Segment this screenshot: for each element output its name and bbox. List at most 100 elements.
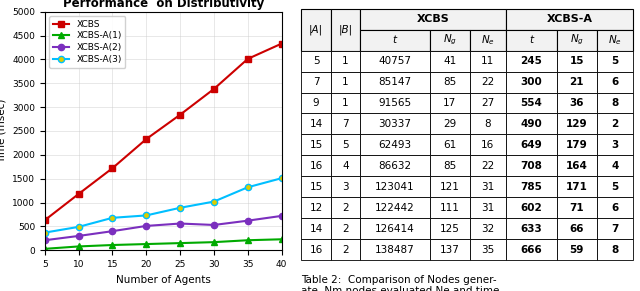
XCBS-A(1) (143, 242, 150, 246)
Bar (331, 155, 360, 176)
Text: 1: 1 (342, 98, 349, 108)
Bar (360, 197, 429, 218)
Text: 22: 22 (481, 161, 494, 171)
Bar (506, 176, 557, 197)
Bar (557, 197, 596, 218)
Bar (470, 218, 506, 239)
Bar (506, 113, 557, 134)
Bar (506, 155, 557, 176)
XCBS-A(1) (278, 237, 285, 241)
Bar (360, 51, 429, 72)
XCBS-A(3) (75, 225, 83, 229)
Text: 138487: 138487 (375, 245, 415, 255)
XCBS-A(2) (41, 239, 49, 242)
Text: 122442: 122442 (375, 203, 415, 213)
Bar (301, 197, 331, 218)
Text: 649: 649 (520, 140, 542, 150)
Text: 129: 129 (566, 119, 588, 129)
Text: 86632: 86632 (378, 161, 412, 171)
Text: 9: 9 (313, 98, 319, 108)
Bar (301, 113, 331, 134)
Bar (557, 113, 596, 134)
XCBS-A(3) (41, 231, 49, 234)
Bar (470, 197, 506, 218)
XCBS-A(3) (278, 176, 285, 180)
Text: 125: 125 (440, 224, 460, 234)
Line: XCBS-A(2): XCBS-A(2) (42, 213, 285, 243)
XCBS-A(2) (75, 234, 83, 238)
Text: 15: 15 (309, 140, 323, 150)
Line: XCBS-A(3): XCBS-A(3) (42, 175, 285, 236)
Bar (360, 72, 429, 93)
Text: $N_g$: $N_g$ (442, 33, 456, 47)
Bar (506, 134, 557, 155)
Text: 2: 2 (342, 224, 349, 234)
Text: 2: 2 (611, 119, 618, 129)
Text: |B|: |B| (339, 24, 353, 35)
Text: $N_g$: $N_g$ (570, 33, 584, 47)
Bar (596, 176, 633, 197)
Bar (506, 218, 557, 239)
Text: 8: 8 (611, 245, 618, 255)
Bar (331, 134, 360, 155)
Text: |A|: |A| (309, 24, 323, 35)
Text: 3: 3 (342, 182, 349, 192)
Bar (301, 9, 331, 51)
Bar (557, 155, 596, 176)
Bar (596, 30, 633, 51)
Bar (331, 72, 360, 93)
Bar (596, 113, 633, 134)
Bar (429, 30, 470, 51)
Bar (360, 218, 429, 239)
Text: t: t (529, 35, 533, 45)
Line: XCBS: XCBS (42, 40, 285, 223)
X-axis label: Number of Agents: Number of Agents (116, 274, 211, 285)
Text: 12: 12 (309, 203, 323, 213)
Bar (470, 51, 506, 72)
Bar (596, 51, 633, 72)
Text: 4: 4 (611, 161, 619, 171)
Text: 32: 32 (481, 224, 494, 234)
Bar (557, 72, 596, 93)
Text: 1: 1 (342, 56, 349, 66)
Text: 137: 137 (440, 245, 460, 255)
Text: 164: 164 (566, 161, 588, 171)
Text: 7: 7 (313, 77, 319, 87)
Text: $N_e$: $N_e$ (608, 33, 622, 47)
Text: 85147: 85147 (378, 77, 412, 87)
Text: 85: 85 (443, 161, 456, 171)
Text: 5: 5 (611, 56, 618, 66)
Bar (360, 30, 429, 51)
Bar (470, 176, 506, 197)
Bar (301, 51, 331, 72)
Bar (301, 176, 331, 197)
Bar (470, 113, 506, 134)
Text: 31: 31 (481, 203, 494, 213)
Bar (596, 218, 633, 239)
Bar (557, 134, 596, 155)
Bar (429, 51, 470, 72)
Text: 3: 3 (611, 140, 618, 150)
Text: 59: 59 (570, 245, 584, 255)
Bar (506, 51, 557, 72)
Bar (429, 134, 470, 155)
XCBS (244, 57, 252, 61)
Bar (506, 197, 557, 218)
Bar (429, 197, 470, 218)
Bar (301, 218, 331, 239)
Bar (596, 72, 633, 93)
Text: 16: 16 (309, 245, 323, 255)
Text: 61: 61 (443, 140, 456, 150)
Bar (331, 9, 360, 51)
XCBS (210, 87, 218, 91)
Text: 2: 2 (342, 245, 349, 255)
Text: XCBS-A: XCBS-A (547, 14, 593, 24)
Bar (557, 218, 596, 239)
Bar (596, 239, 633, 260)
Title: Performance  on Distributivity: Performance on Distributivity (63, 0, 264, 10)
Text: 85: 85 (443, 77, 456, 87)
Bar (557, 51, 596, 72)
Text: 4: 4 (342, 161, 349, 171)
Text: 666: 666 (520, 245, 542, 255)
Bar (301, 239, 331, 260)
